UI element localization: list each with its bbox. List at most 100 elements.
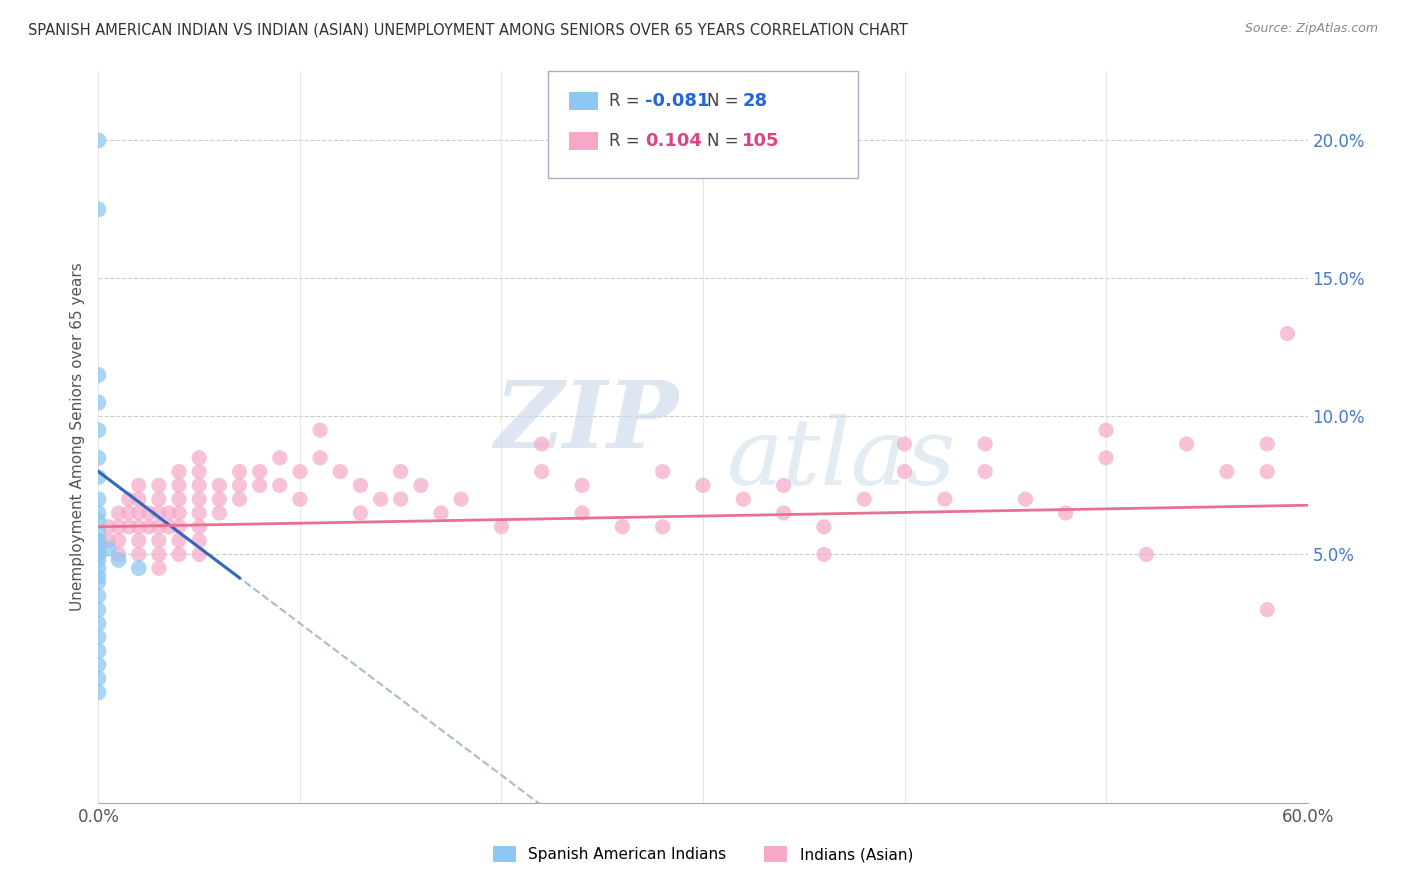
Point: [934, 492, 956, 507]
Point: [87, 541, 110, 556]
Point: [87, 672, 110, 686]
Point: [188, 506, 211, 520]
Point: [138, 520, 160, 534]
Point: [1014, 492, 1036, 507]
Point: [450, 492, 472, 507]
Point: [530, 465, 553, 479]
Point: [1175, 437, 1198, 451]
Point: [612, 520, 634, 534]
Legend: Spanish American Indians, Indians (Asian): Spanish American Indians, Indians (Asian…: [486, 840, 920, 868]
Point: [1216, 465, 1239, 479]
Point: [853, 492, 876, 507]
Point: [128, 492, 150, 507]
Point: [87, 533, 110, 548]
Point: [288, 465, 311, 479]
Point: [167, 520, 190, 534]
Point: [107, 520, 129, 534]
Point: [772, 478, 794, 492]
Point: [97, 541, 120, 556]
Point: [87, 541, 110, 556]
Text: 28: 28: [742, 92, 768, 110]
Text: atlas: atlas: [727, 414, 956, 504]
Point: [118, 492, 141, 507]
Point: [128, 478, 150, 492]
Point: [148, 520, 170, 534]
Point: [228, 465, 250, 479]
Point: [249, 465, 271, 479]
Point: [87, 616, 110, 631]
Text: ZIP: ZIP: [495, 377, 679, 467]
Text: 0.104: 0.104: [645, 132, 702, 150]
Point: [1256, 465, 1278, 479]
Point: [167, 465, 190, 479]
Point: [107, 533, 129, 548]
Point: [530, 437, 553, 451]
Point: [188, 450, 211, 465]
Point: [249, 478, 271, 492]
Point: [813, 548, 835, 562]
Point: [188, 548, 211, 562]
Point: [974, 465, 997, 479]
Point: [167, 533, 190, 548]
Text: R =: R =: [609, 92, 645, 110]
Point: [309, 423, 332, 437]
Point: [118, 520, 141, 534]
Point: [128, 533, 150, 548]
Point: [87, 569, 110, 583]
Text: N =: N =: [707, 92, 744, 110]
Point: [87, 423, 110, 437]
Point: [409, 478, 432, 492]
Text: 105: 105: [742, 132, 780, 150]
Point: [128, 548, 150, 562]
Point: [208, 478, 231, 492]
Point: [97, 520, 120, 534]
Point: [1135, 548, 1157, 562]
Point: [1095, 423, 1118, 437]
Point: [389, 465, 412, 479]
Point: [188, 533, 211, 548]
Point: [87, 602, 110, 616]
Point: [349, 478, 371, 492]
Point: [148, 506, 170, 520]
Point: [167, 506, 190, 520]
Point: [430, 506, 453, 520]
Point: [148, 492, 170, 507]
Point: [148, 533, 170, 548]
Point: [87, 685, 110, 699]
Text: N =: N =: [707, 132, 744, 150]
Text: R =: R =: [609, 132, 645, 150]
Point: [148, 561, 170, 575]
Point: [138, 506, 160, 520]
Point: [87, 368, 110, 382]
Point: [87, 492, 110, 507]
Point: [148, 548, 170, 562]
Point: [813, 520, 835, 534]
Point: [491, 520, 513, 534]
Point: [97, 533, 120, 548]
Point: [188, 478, 211, 492]
Point: [87, 133, 110, 147]
Point: [87, 657, 110, 672]
Point: [349, 506, 371, 520]
Point: [651, 520, 673, 534]
Point: [571, 506, 593, 520]
Point: [87, 395, 110, 409]
Point: [87, 548, 110, 562]
Point: [288, 492, 311, 507]
Point: [309, 450, 332, 465]
Point: [1256, 437, 1278, 451]
Point: [87, 644, 110, 658]
Point: [107, 553, 129, 567]
Point: [107, 548, 129, 562]
Point: [269, 450, 291, 465]
Point: [87, 553, 110, 567]
Point: [893, 437, 915, 451]
Point: [128, 520, 150, 534]
Point: [118, 506, 141, 520]
Text: -0.081: -0.081: [645, 92, 710, 110]
Point: [228, 478, 250, 492]
Point: [188, 492, 211, 507]
Point: [167, 548, 190, 562]
Point: [157, 506, 180, 520]
Point: [208, 506, 231, 520]
